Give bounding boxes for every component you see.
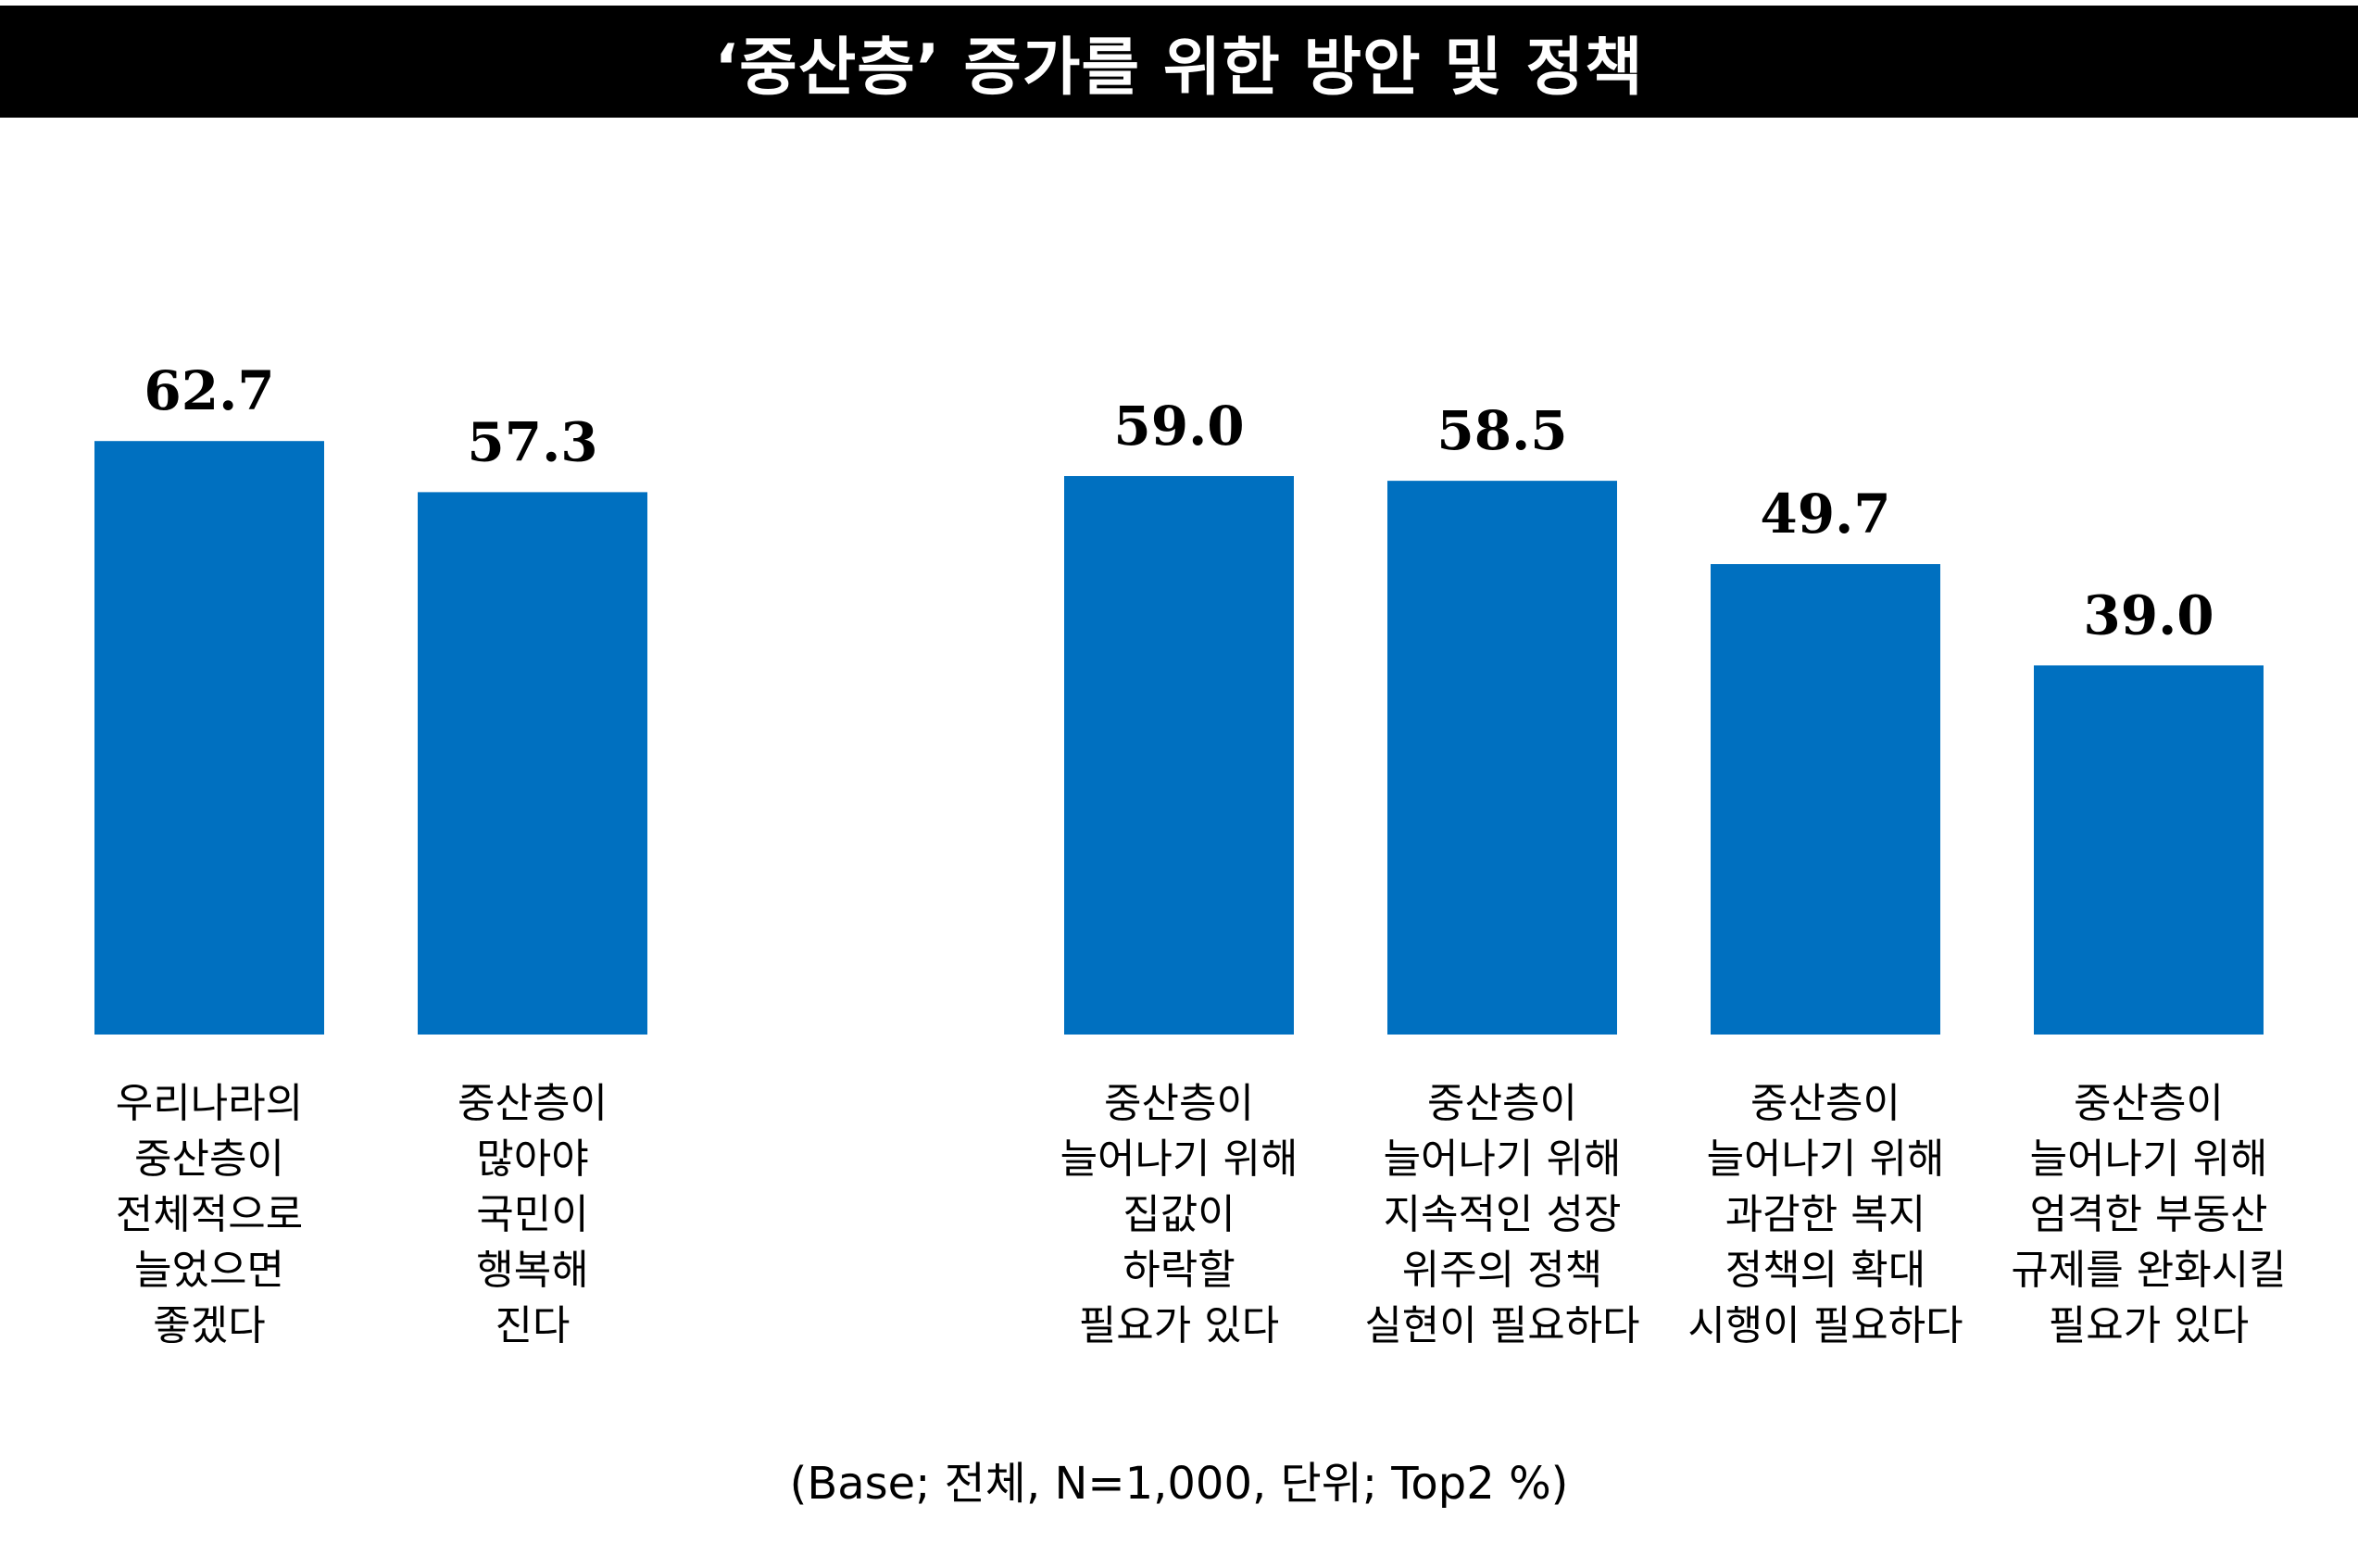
value-label-1: 62.7 bbox=[144, 359, 274, 422]
category-label-1-line-4: 늘었으면 bbox=[134, 1247, 284, 1294]
category-label-4-line-5: 실현이 필요하다 bbox=[1364, 1302, 1639, 1349]
value-label-4: 58.5 bbox=[1436, 399, 1567, 462]
category-label-2-line-2: 많아야 bbox=[476, 1135, 588, 1183]
category-label-6-line-3: 엄격한 부동산 bbox=[2030, 1191, 2268, 1238]
value-label-6: 39.0 bbox=[2083, 583, 2214, 646]
category-label-1-line-1: 우리나라의 bbox=[116, 1080, 303, 1127]
category-label-2-line-3: 국민이 bbox=[476, 1191, 588, 1238]
category-label-5-line-2: 늘어나기 위해 bbox=[1707, 1135, 1945, 1183]
value-label-5: 49.7 bbox=[1760, 483, 1890, 546]
category-label-3-line-5: 필요가 있다 bbox=[1079, 1302, 1279, 1349]
value-label-3: 59.0 bbox=[1113, 395, 1244, 458]
bar-1 bbox=[94, 441, 324, 1035]
title-bar: ‘중산층’ 증가를 위한 방안 및 정책 bbox=[0, 6, 2358, 118]
category-label-5-line-3: 과감한 복지 bbox=[1725, 1191, 1925, 1238]
bar-6 bbox=[2034, 665, 2264, 1035]
chart-footnote: (Base; 전체, N=1,000, 단위; Top2 %) bbox=[789, 1458, 1569, 1510]
category-label-4-line-1: 중산층이 bbox=[1427, 1080, 1577, 1127]
category-label-6-line-5: 필요가 있다 bbox=[2049, 1302, 2249, 1349]
chart-title: ‘중산층’ 증가를 위한 방안 및 정책 bbox=[714, 31, 1644, 105]
value-label-2: 57.3 bbox=[467, 410, 597, 473]
category-label-6-line-1: 중산층이 bbox=[2074, 1080, 2224, 1127]
bar-2 bbox=[418, 492, 647, 1035]
category-label-3-line-3: 집값이 bbox=[1123, 1191, 1235, 1238]
category-label-4-line-4: 위주의 정책 bbox=[1402, 1247, 1602, 1294]
category-label-2-line-1: 중산층이 bbox=[458, 1080, 608, 1127]
category-label-2-line-4: 행복해 bbox=[476, 1247, 588, 1294]
category-label-2-line-5: 진다 bbox=[495, 1302, 571, 1349]
category-label-3-line-2: 늘어나기 위해 bbox=[1060, 1135, 1298, 1183]
category-label-3-line-1: 중산층이 bbox=[1104, 1080, 1254, 1127]
category-label-1-line-3: 전체적으로 bbox=[116, 1191, 303, 1238]
category-label-1-line-2: 중산층이 bbox=[134, 1135, 284, 1183]
category-label-3-line-4: 하락할 bbox=[1123, 1247, 1235, 1294]
category-label-6-line-2: 늘어나기 위해 bbox=[2030, 1135, 2268, 1183]
category-label-5-line-4: 정책의 확대 bbox=[1725, 1247, 1925, 1294]
category-label-5-line-5: 시행이 필요하다 bbox=[1687, 1302, 1963, 1349]
category-label-4-line-2: 늘어나기 위해 bbox=[1384, 1135, 1622, 1183]
category-label-6-line-4: 규제를 완화시킬 bbox=[2011, 1247, 2286, 1294]
bar-5 bbox=[1711, 564, 1940, 1035]
category-label-1-line-5: 좋겠다 bbox=[153, 1302, 265, 1349]
category-label-4-line-3: 지속적인 성장 bbox=[1384, 1191, 1622, 1238]
bar-3 bbox=[1064, 476, 1294, 1035]
category-label-5-line-1: 중산층이 bbox=[1750, 1080, 1900, 1127]
bar-4 bbox=[1387, 481, 1617, 1035]
